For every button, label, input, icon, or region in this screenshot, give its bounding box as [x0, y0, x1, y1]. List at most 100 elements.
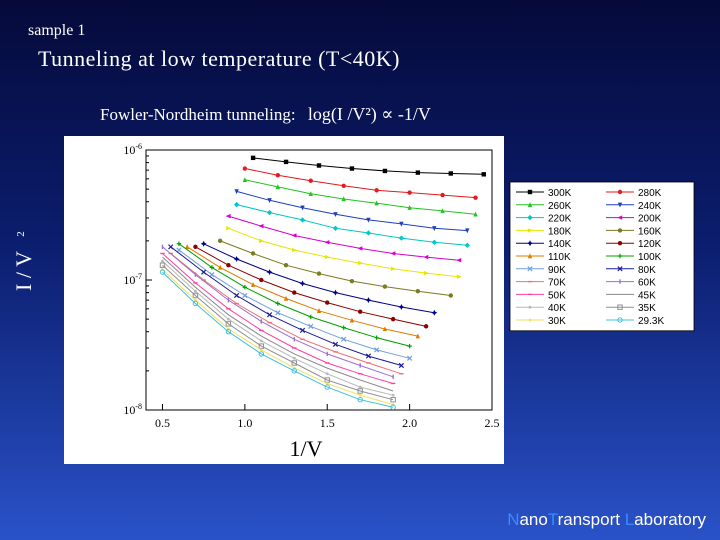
- data-point: [390, 251, 396, 256]
- series-line: [236, 204, 468, 246]
- data-point: [275, 184, 281, 190]
- series-240K: [234, 189, 470, 234]
- series-160K: [217, 238, 454, 298]
- data-point: [316, 308, 322, 313]
- data-point: [209, 265, 215, 270]
- series-40K: [161, 259, 395, 397]
- chart-panel: 10-6 10-7 10-8 0.5 1.0 1.5 2.0 2.5 1/V 300K 280K 26…: [64, 136, 695, 464]
- data-point: [259, 277, 264, 283]
- y-axis-title-main: I / V: [10, 251, 36, 291]
- data-point: [365, 297, 372, 304]
- data-point: [398, 303, 405, 310]
- data-point: [316, 163, 322, 168]
- data-point: [275, 301, 281, 306]
- legend-label: 80K: [638, 265, 656, 276]
- series-140K: [200, 240, 438, 316]
- series-line: [228, 227, 460, 278]
- y-tick-exponent: -8: [135, 402, 142, 411]
- data-point: [159, 262, 166, 268]
- data-point: [423, 270, 429, 276]
- data-point: [528, 318, 532, 322]
- data-point: [259, 339, 263, 343]
- data-point: [217, 264, 223, 270]
- series-260K: [242, 177, 478, 217]
- legend-label: 160K: [638, 226, 662, 237]
- data-point: [617, 304, 623, 310]
- data-point: [407, 343, 412, 349]
- y-tick-label: 10-8: [123, 402, 142, 417]
- data-point: [423, 324, 429, 329]
- data-point: [473, 195, 478, 200]
- series-line: [162, 271, 394, 408]
- data-point: [233, 256, 240, 263]
- data-point: [258, 351, 265, 357]
- data-point: [527, 266, 533, 272]
- legend-label: 40K: [548, 303, 566, 314]
- data-point: [617, 253, 623, 259]
- data-point: [242, 285, 248, 290]
- series-110K: [184, 244, 421, 339]
- plot-frame: [145, 149, 493, 411]
- series-line: [253, 157, 484, 175]
- series-line: [244, 168, 476, 199]
- data-point: [398, 362, 405, 369]
- x-axis-title: 1/V: [290, 436, 323, 461]
- legend-label: 70K: [548, 278, 566, 289]
- data-point: [217, 238, 223, 244]
- legend-label: 180K: [548, 226, 572, 237]
- data-point: [398, 235, 405, 241]
- data-point: [308, 191, 313, 197]
- legend-label: 90K: [548, 265, 566, 276]
- data-point: [242, 292, 248, 299]
- data-point: [194, 289, 197, 293]
- legend-label: 45K: [638, 290, 656, 301]
- data-point: [193, 244, 198, 250]
- subtitle-text: Fowler-Nordheim tunneling:: [100, 105, 296, 124]
- data-point: [225, 213, 231, 219]
- lab-name-part: N: [507, 510, 520, 529]
- data-point: [528, 305, 532, 309]
- data-point: [415, 333, 421, 339]
- data-point: [332, 289, 339, 296]
- data-point: [464, 242, 470, 248]
- legend-label: 30K: [548, 316, 566, 327]
- data-point: [283, 295, 289, 301]
- data-point: [357, 309, 363, 314]
- series-90K: [176, 247, 413, 361]
- data-point: [226, 317, 230, 321]
- data-point: [300, 205, 305, 211]
- series-line: [170, 253, 402, 375]
- data-point: [308, 323, 314, 329]
- data-point: [209, 271, 215, 278]
- legend-label: 110K: [548, 252, 571, 263]
- data-point: [407, 204, 412, 210]
- legend-label: 60K: [638, 278, 656, 289]
- data-point: [357, 246, 363, 251]
- data-point: [275, 172, 281, 178]
- series-220K: [233, 201, 470, 248]
- data-point: [292, 247, 297, 253]
- y-tick-mantissa: 10: [123, 273, 135, 287]
- data-point: [365, 353, 372, 359]
- legend-label: 240K: [638, 201, 662, 212]
- data-point: [527, 253, 533, 259]
- data-point: [242, 177, 248, 182]
- data-point: [617, 189, 623, 195]
- data-point: [390, 397, 396, 403]
- series-line: [186, 246, 419, 337]
- data-point: [406, 355, 413, 361]
- series-line: [162, 246, 394, 378]
- x-tick-label: 1.5: [320, 416, 335, 430]
- data-point: [325, 382, 329, 385]
- data-point: [266, 209, 273, 216]
- series-120K: [193, 244, 429, 329]
- data-point: [448, 293, 454, 298]
- data-point: [456, 274, 462, 279]
- data-point: [357, 397, 363, 403]
- data-point: [225, 321, 232, 327]
- data-point: [374, 188, 379, 193]
- data-point: [365, 230, 372, 236]
- legend-label: 260K: [548, 201, 572, 212]
- data-point: [332, 341, 339, 347]
- legend-label: 280K: [638, 188, 662, 199]
